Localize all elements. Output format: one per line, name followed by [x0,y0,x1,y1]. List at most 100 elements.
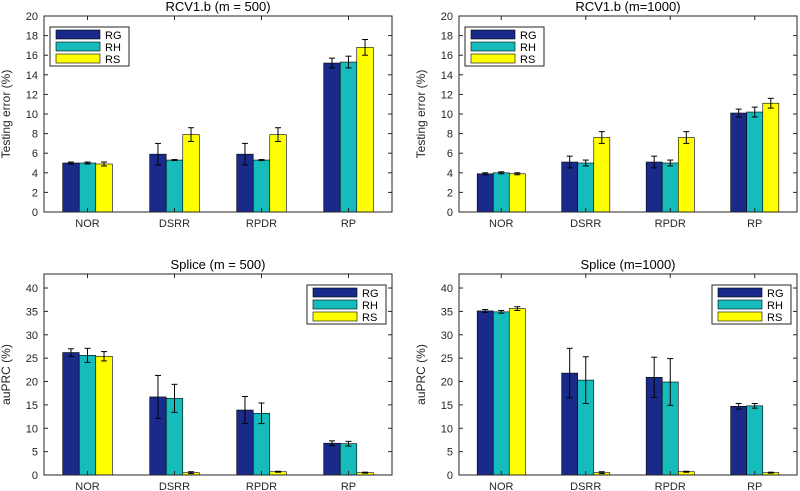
y-tick-label: 18 [26,31,38,43]
error-bar-rg-rpdr [651,356,658,398]
x-tick-label-dsrr: DSRR [159,218,190,230]
chart-title: Splice (m=1000) [580,257,675,272]
y-tick-label: 6 [32,148,38,160]
x-tick-label-dsrr: DSRR [159,481,190,491]
x-tick-label-rp: RP [341,481,356,491]
y-tick-label: 16 [441,50,453,62]
chart-title: Splice (m = 500) [170,257,265,272]
legend-label-rh: RH [767,300,783,312]
y-tick-label: 14 [441,70,453,82]
y-tick-label: 8 [32,129,38,141]
bar-rs-rp [356,47,374,213]
x-tick-label-nor: NOR [75,481,100,491]
error-bar-rh-rpdr [258,402,265,425]
y-tick-label: 8 [447,129,453,141]
y-axis-label: Testing error (%) [0,70,13,159]
y-tick-label: 0 [447,207,453,219]
x-tick-label-rpdr: RPDR [655,218,686,230]
error-bar-rg-rpdr [241,142,248,166]
legend-label-rs: RS [105,54,120,66]
error-bar-rs-rpdr [275,127,282,142]
y-tick-label: 18 [441,31,453,43]
error-bar-rh-nor [84,161,91,165]
error-bar-rs-nor [101,161,108,167]
legend-label-rh: RH [105,42,121,54]
axes-box [458,273,798,476]
bar-rs-nor [95,163,113,213]
bar-rh-nor [78,355,97,476]
error-bar-rg-rp [328,440,335,447]
error-bar-rg-dsrr [566,155,573,169]
bar-rh-rp [339,61,358,213]
y-tick-label: 5 [447,447,453,459]
bar-rh-nor [492,311,510,476]
y-tick-label: 6 [447,148,453,160]
bar-rh-dsrr [165,159,184,213]
bar-rs-nor [508,308,526,476]
error-bar-rs-dsrr [188,471,195,475]
bar-rg-nor [476,173,494,213]
error-bar-rh-rpdr [667,358,674,406]
bar-rh-rpdr [661,162,679,213]
x-tick-label-rpdr: RPDR [246,481,277,491]
legend-swatch-rs [717,311,763,322]
y-tick-label: 30 [441,330,453,342]
error-bar-rs-rp [362,39,369,56]
x-tick-label-nor: NOR [489,218,514,230]
y-tick-label: 2 [32,187,38,199]
error-bar-rs-rpdr [683,470,690,473]
y-tick-label: 4 [447,168,453,180]
bar-rs-rpdr [677,137,695,213]
y-tick-label: 12 [441,89,453,101]
y-tick-label: 40 [26,283,38,295]
error-bar-rs-dsrr [188,127,195,142]
y-tick-label: 20 [26,377,38,389]
y-tick-label: 20 [441,11,453,23]
error-bar-rh-dsrr [582,159,589,167]
error-bar-rs-rp [767,471,774,474]
legend-swatch-rg [717,287,763,298]
legend-swatch-rh [312,299,358,310]
legend-swatch-rs [470,53,516,64]
error-bar-rs-dsrr [598,471,605,475]
y-tick-label: 2 [447,187,453,199]
error-bar-rg-nor [67,161,74,165]
error-bar-rh-nor [498,171,505,175]
x-tick-label-rp: RP [747,481,762,491]
bar-rg-nor [62,162,80,213]
bar-rg-rp [730,405,748,476]
y-tick-label: 0 [447,470,453,482]
y-tick-label: 25 [441,353,453,365]
bar-rs-rp [762,102,780,213]
bar-rg-dsrr [561,161,579,213]
y-tick-label: 25 [26,353,38,365]
bar-rs-rpdr [269,134,287,213]
y-tick-label: 0 [32,207,38,219]
error-bar-rh-rp [345,440,352,447]
y-tick-label: 20 [441,377,453,389]
bar-rh-rpdr [252,159,271,213]
error-bar-rs-rpdr [683,131,690,144]
legend-label-rg: RG [105,30,122,42]
y-tick-label: 4 [32,168,38,180]
y-tick-label: 5 [32,447,38,459]
x-tick-label-dsrr: DSRR [570,481,601,491]
bar-rh-nor [78,162,97,213]
x-tick-label-rp: RP [341,218,356,230]
y-tick-label: 10 [441,423,453,435]
error-bar-rh-dsrr [582,356,589,404]
error-bar-rg-rp [735,108,742,118]
bar-rs-nor [95,355,113,476]
legend-swatch-rs [55,53,101,64]
bar-rs-dsrr [593,137,611,213]
chart-4: 0 5 10 15 20 25 30 35 40 NOR DSRR RPDR RP Splice (m=1… [414,257,798,491]
bar-rh-nor [492,172,510,213]
legend-label-rg: RG [520,30,537,42]
error-bar-rg-rp [735,402,742,410]
error-bar-rg-rpdr [651,155,658,169]
x-tick-label-nor: NOR [489,481,514,491]
bar-rg-rpdr [645,161,663,213]
